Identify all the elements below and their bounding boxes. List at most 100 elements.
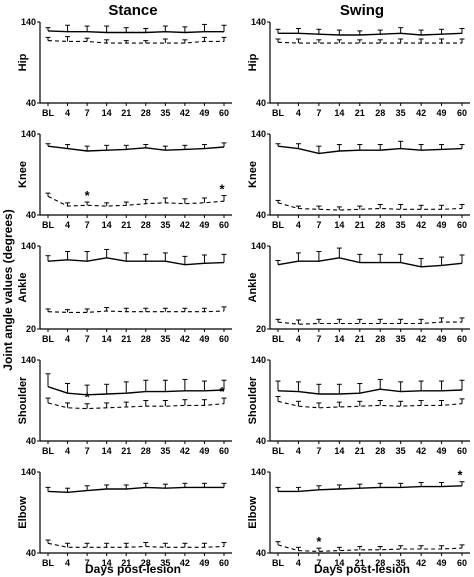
panel-elbow-stance: 40 140 BL 4 7 14 21 28 35 42 49 60 Elbow: [17, 467, 232, 568]
x-tick-label: BL: [272, 220, 284, 230]
solid-series-line: [277, 388, 463, 395]
significance-marker: *: [219, 384, 225, 399]
x-tick-label: BL: [42, 108, 54, 118]
y-tick-label: 40: [26, 436, 36, 446]
panel-knee-stance: 40 140 BL 4 7 14 21 28 35 42 49 60 Knee * *: [17, 129, 232, 230]
y-tick-label: 40: [256, 548, 266, 558]
x-tick-label: 28: [375, 108, 385, 118]
x-tick-label: BL: [42, 446, 54, 456]
x-tick-label: 35: [160, 220, 170, 230]
x-tick-label: 4: [65, 220, 70, 230]
x-tick-label: 28: [141, 108, 151, 118]
x-tick-label: 49: [199, 220, 209, 230]
x-tick-label: 35: [160, 334, 170, 344]
dashed-series-line: [277, 41, 462, 44]
y-tick-label: 140: [21, 241, 36, 251]
x-tick-label: 21: [355, 446, 365, 456]
x-tick-label: 7: [316, 108, 321, 118]
dashed-series-line: [277, 400, 463, 409]
x-tick-label: 7: [316, 334, 321, 344]
solid-series-line: [47, 486, 224, 494]
row-label: Elbow: [247, 496, 259, 529]
x-tick-label: 4: [296, 220, 301, 230]
x-tick-label: 21: [355, 220, 365, 230]
x-tick-label: BL: [42, 558, 54, 568]
x-tick-label: 14: [334, 446, 344, 456]
y-tick-label: 140: [21, 355, 36, 365]
x-tick-label: BL: [272, 108, 284, 118]
x-tick-label: 60: [219, 108, 229, 118]
dashed-series-line: [47, 542, 225, 548]
row-label: Hip: [247, 53, 259, 71]
panel-knee-swing: 40 140 BL 4 7 14 21 28 35 42 49 60 Knee: [247, 129, 470, 230]
x-tick-label: 49: [437, 334, 447, 344]
x-tick-label: 35: [396, 334, 406, 344]
x-tick-label: 42: [180, 558, 190, 568]
panel-shoulder-stance: 40 140 BL 4 7 14 21 28 35 42 49 60 Shoulder * *: [17, 355, 232, 456]
x-tick-label: 42: [416, 334, 426, 344]
x-axis-title-swing: Days post-lesion: [314, 562, 410, 576]
x-tick-label: 42: [180, 220, 190, 230]
x-tick-label: 28: [141, 220, 151, 230]
y-tick-label: 140: [251, 17, 266, 27]
x-tick-label: 28: [375, 558, 385, 568]
x-tick-label: 14: [102, 446, 112, 456]
x-tick-label: 49: [199, 558, 209, 568]
y-tick-label: 140: [251, 241, 266, 251]
row-label: Shoulder: [247, 376, 259, 424]
x-tick-label: BL: [272, 558, 284, 568]
x-tick-label: 7: [316, 558, 321, 568]
x-tick-label: 7: [85, 108, 90, 118]
panel-elbow-swing: 40 140 BL 4 7 14 21 28 35 42 49 60 Elbow * *: [247, 467, 470, 568]
x-tick-label: 49: [437, 220, 447, 230]
col-title-swing: Swing: [340, 2, 384, 19]
solid-series-line: [277, 257, 463, 268]
x-tick-label: 42: [416, 558, 426, 568]
dashed-series-line: [277, 321, 462, 325]
dashed-series-line: [47, 195, 225, 207]
dashed-series-line: [47, 40, 224, 44]
x-tick-label: 42: [180, 108, 190, 118]
x-tick-label: 7: [316, 446, 321, 456]
x-tick-label: 60: [219, 220, 229, 230]
y-tick-label: 140: [251, 129, 266, 139]
x-tick-label: 14: [102, 334, 112, 344]
x-tick-label: 35: [160, 558, 170, 568]
panels: 40 140 BL 4 7 14 21 28 35 42 49 60 Hip 40 140 BL 4 7 14 21 2…: [17, 17, 470, 568]
x-tick-label: 14: [102, 558, 112, 568]
x-tick-label: 21: [121, 220, 131, 230]
x-tick-label: 14: [334, 108, 344, 118]
significance-marker: *: [457, 468, 463, 483]
x-tick-label: 60: [457, 446, 467, 456]
x-tick-label: 35: [396, 220, 406, 230]
x-tick-label: 4: [65, 334, 70, 344]
solid-series-line: [47, 30, 224, 34]
x-tick-label: 7: [85, 220, 90, 230]
dashed-series-line: [277, 544, 463, 552]
x-tick-label: 7: [316, 220, 321, 230]
x-tick-label: 49: [199, 108, 209, 118]
x-tick-label: 21: [121, 108, 131, 118]
panel-shoulder-swing: 40 140 BL 4 7 14 21 28 35 42 49 60 Shoulder: [247, 355, 470, 456]
row-label: Shoulder: [17, 376, 29, 424]
y-tick-label: 40: [26, 210, 36, 220]
dashed-series-line: [277, 202, 463, 211]
x-tick-label: 49: [437, 558, 447, 568]
x-tick-label: 49: [437, 446, 447, 456]
x-tick-label: 7: [85, 558, 90, 568]
row-label: Knee: [247, 161, 259, 188]
x-tick-label: 28: [141, 334, 151, 344]
x-tick-label: 42: [416, 108, 426, 118]
x-tick-label: 60: [457, 220, 467, 230]
x-tick-label: 28: [141, 558, 151, 568]
x-tick-label: 42: [180, 334, 190, 344]
panel-hip-stance: 40 140 BL 4 7 14 21 28 35 42 49 60 Hip: [17, 17, 232, 118]
x-tick-label: 49: [437, 108, 447, 118]
x-tick-label: 35: [160, 108, 170, 118]
significance-marker: *: [219, 182, 225, 197]
x-tick-label: 28: [141, 446, 151, 456]
x-tick-label: BL: [42, 220, 54, 230]
row-label: Ankle: [17, 273, 29, 303]
y-tick-label: 140: [21, 17, 36, 27]
x-tick-label: 4: [65, 446, 70, 456]
